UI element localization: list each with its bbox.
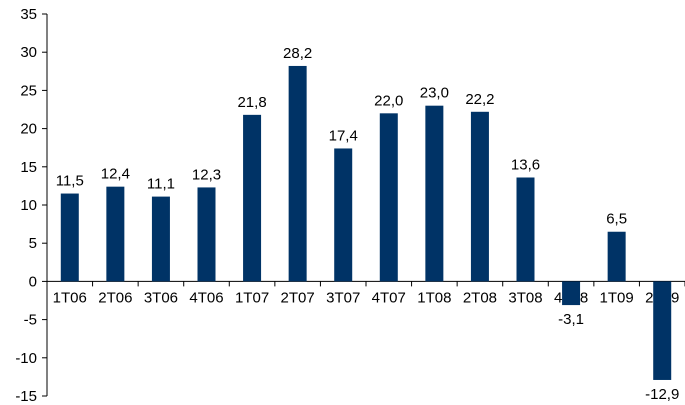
category-label: 1T06 [53,289,87,306]
bar [516,177,535,282]
data-label: 11,1 [147,176,175,193]
y-tick-label: 15 [20,159,37,176]
bar [60,193,79,282]
category-label: 3T08 [508,289,542,306]
data-label: 21,8 [237,94,266,111]
y-tick-label: 0 [29,273,37,290]
data-label: 23,0 [420,85,449,102]
y-tick-label: 20 [20,121,37,138]
bar [607,231,626,282]
x-axis: 1T06 2T06 3T06 4T06 1T07 2T07 3T07 4T07 1T08 2T08… [46,280,685,306]
data-label: -12,9 [645,386,679,403]
category-label: 2T08 [463,289,497,306]
data-label: 17,4 [329,127,358,144]
category-label: 2T06 [98,289,132,306]
category-label: 1T08 [417,289,451,306]
data-label: 12,3 [192,166,221,183]
bar [470,111,489,282]
data-label: 22,2 [465,91,494,108]
data-label: -3,1 [558,311,584,328]
data-label: 28,2 [283,45,312,62]
y-tick-label: 35 [20,6,37,23]
y-tick-label: 5 [29,235,37,252]
category-label: 2T07 [281,289,315,306]
bar [425,105,444,282]
category-label: 1T07 [235,289,269,306]
bar [243,114,262,282]
bar [379,113,398,282]
bar [334,148,353,282]
category-label: 3T07 [326,289,360,306]
bar [288,65,307,282]
bar [106,186,125,282]
y-tick-label: -10 [15,350,37,367]
data-label: 12,4 [101,166,130,183]
data-label: 6,5 [606,211,627,228]
data-labels: 11,5 12,4 11,1 12,3 21,8 28,2 17,4 22,0 23,0 22,2… [56,45,680,403]
y-tick-label: 25 [20,82,37,99]
bar [197,187,216,282]
category-label: 3T06 [144,289,178,306]
y-tick-label: 30 [20,44,37,61]
bar [151,196,170,282]
y-tick-label: -5 [24,312,37,329]
y-tick-label: 10 [20,197,37,214]
category-label: 1T09 [600,289,634,306]
bar [653,281,672,380]
category-label: 4T07 [372,289,406,306]
y-axis: 35 30 25 20 15 10 5 0 -5 -10 -15 [15,6,48,405]
bar [562,281,581,306]
y-tick-label: -15 [15,388,37,405]
data-label: 22,0 [374,92,403,109]
data-label: 13,6 [511,156,540,173]
data-label: 11,5 [56,173,84,190]
bars [60,65,672,380]
category-label: 4T06 [189,289,223,306]
